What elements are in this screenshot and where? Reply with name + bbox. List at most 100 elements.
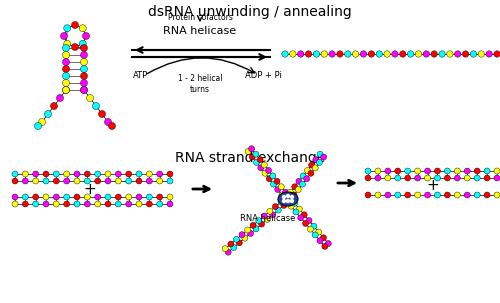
Circle shape [94,178,100,184]
Circle shape [43,194,49,200]
Circle shape [22,194,28,200]
Circle shape [236,240,242,246]
Circle shape [72,22,78,28]
Circle shape [288,203,294,209]
Circle shape [313,51,320,57]
Circle shape [301,212,307,218]
Circle shape [136,178,142,184]
Circle shape [395,192,401,198]
Circle shape [494,192,500,198]
Circle shape [304,168,310,174]
Circle shape [62,52,70,58]
Circle shape [266,176,272,182]
Circle shape [146,178,152,184]
Circle shape [116,201,121,207]
Circle shape [92,102,100,109]
Circle shape [308,226,314,232]
Circle shape [105,171,111,177]
Circle shape [84,171,90,177]
Circle shape [248,146,254,152]
Circle shape [352,51,359,57]
Circle shape [478,51,484,57]
Circle shape [274,187,280,192]
Circle shape [395,168,401,174]
Circle shape [296,206,302,212]
Circle shape [484,168,490,174]
Circle shape [167,178,173,184]
Circle shape [337,51,343,57]
Circle shape [392,51,398,57]
Circle shape [286,199,290,202]
Circle shape [313,157,319,163]
Circle shape [317,238,323,244]
Circle shape [308,162,314,168]
Circle shape [253,226,259,232]
Circle shape [228,241,234,247]
Circle shape [62,86,70,94]
Circle shape [80,86,87,94]
Circle shape [225,249,231,255]
Circle shape [74,194,80,200]
Circle shape [84,194,90,200]
Circle shape [38,118,46,125]
Circle shape [244,227,250,233]
Circle shape [86,95,94,102]
Circle shape [414,175,420,181]
Circle shape [283,195,289,201]
Circle shape [360,51,366,57]
Circle shape [126,201,132,207]
Circle shape [474,175,480,181]
Circle shape [278,199,284,205]
Circle shape [94,201,100,207]
Circle shape [64,178,70,184]
Circle shape [484,175,490,181]
Circle shape [462,51,469,57]
Circle shape [470,51,476,57]
Text: 1 - 2 helical
turns: 1 - 2 helical turns [178,74,222,94]
Circle shape [43,201,49,207]
Circle shape [222,246,228,252]
Circle shape [290,51,296,57]
Circle shape [62,72,70,79]
Circle shape [320,235,326,241]
Circle shape [404,175,410,181]
Circle shape [32,178,38,184]
Circle shape [44,111,52,118]
Circle shape [258,221,264,227]
Circle shape [84,178,90,184]
Circle shape [167,201,173,207]
Circle shape [167,194,173,200]
Circle shape [32,194,38,200]
Circle shape [424,175,430,181]
Circle shape [126,178,132,184]
Circle shape [296,178,302,184]
Circle shape [434,168,440,174]
Text: +: + [426,178,440,194]
Circle shape [308,170,314,176]
Circle shape [321,51,328,57]
Circle shape [254,159,260,165]
Circle shape [105,194,111,200]
Circle shape [62,79,70,86]
Circle shape [304,176,310,182]
Circle shape [257,157,263,163]
Circle shape [312,232,318,238]
Circle shape [80,40,86,47]
Circle shape [84,201,90,207]
Circle shape [126,194,132,200]
Circle shape [368,51,374,57]
Circle shape [64,40,70,47]
Circle shape [444,192,450,198]
Circle shape [136,171,142,177]
Circle shape [385,175,391,181]
Circle shape [64,201,70,207]
Circle shape [64,194,70,200]
Circle shape [126,171,132,177]
Circle shape [306,218,312,224]
Circle shape [136,194,142,200]
Circle shape [464,168,470,174]
Circle shape [444,175,450,181]
Circle shape [306,51,312,57]
Circle shape [400,51,406,57]
Circle shape [34,122,42,129]
